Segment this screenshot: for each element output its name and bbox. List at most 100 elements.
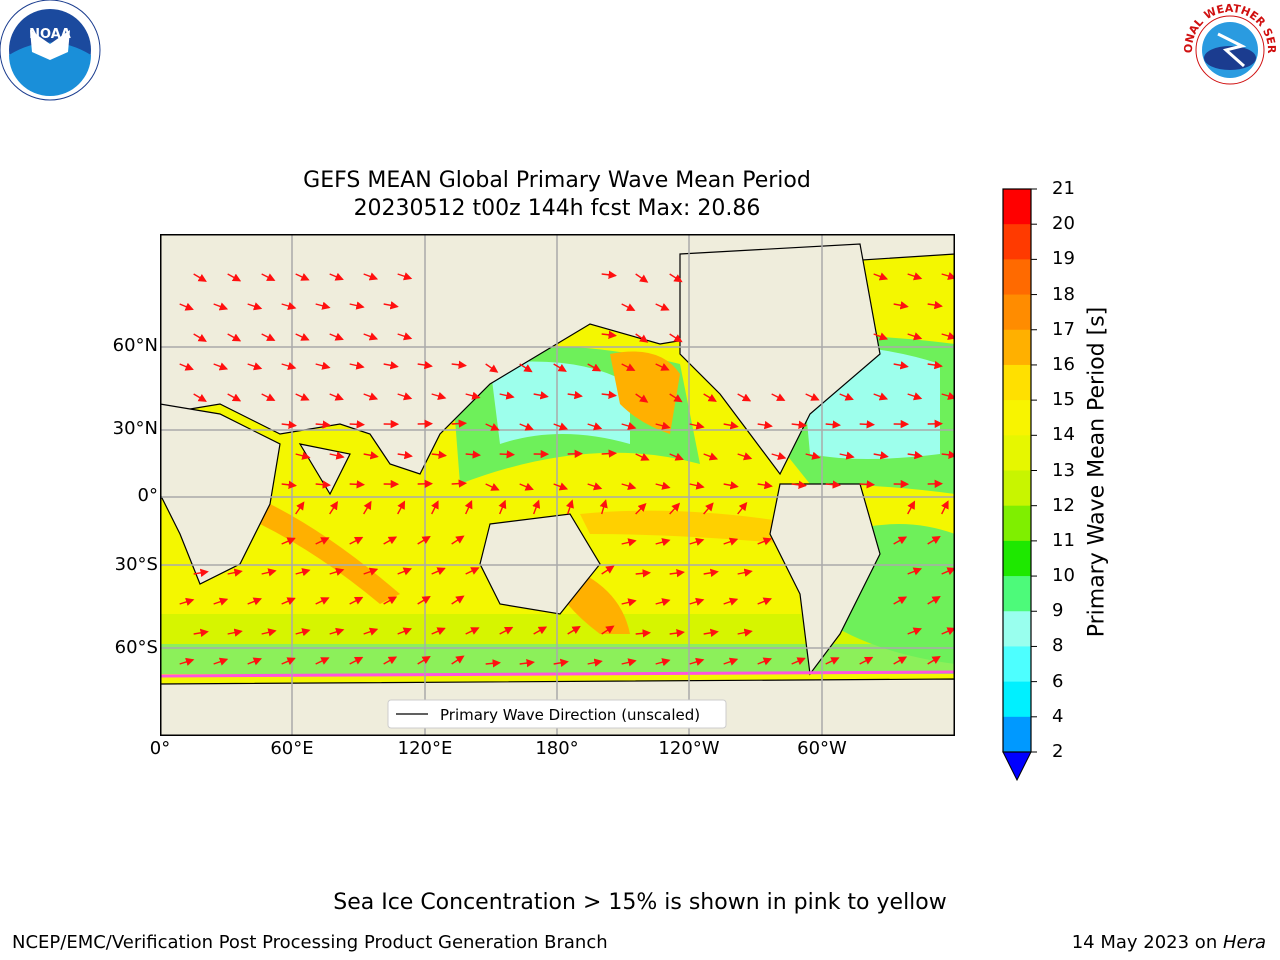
wave-arrow xyxy=(499,391,515,400)
wave-arrow xyxy=(927,300,943,310)
wave-arrow xyxy=(431,500,439,515)
wave-arrow xyxy=(431,450,447,459)
wave-arrow xyxy=(839,451,855,460)
colorbar-segment xyxy=(1003,435,1031,471)
wave-arrow xyxy=(791,657,806,666)
wave-arrow xyxy=(315,537,330,545)
wave-arrow xyxy=(723,657,739,666)
wave-arrow xyxy=(567,625,581,635)
wave-arrow xyxy=(349,536,364,545)
wave-arrow xyxy=(193,393,207,402)
wave-arrow xyxy=(873,272,889,281)
wave-arrow xyxy=(599,499,608,515)
wave-arrow xyxy=(315,361,331,370)
wave-arrow xyxy=(635,503,647,515)
colorbar-tick-label: 11 xyxy=(1052,529,1075,551)
wave-arrow xyxy=(315,301,331,310)
wave-arrow xyxy=(567,390,583,400)
colorbar-tick-label: 19 xyxy=(1052,248,1075,270)
wave-arrow xyxy=(689,597,705,606)
wave-arrow xyxy=(499,626,514,635)
wave-arrow xyxy=(532,499,541,515)
wave-arrow xyxy=(213,657,229,666)
colorbar-segment xyxy=(1003,646,1031,683)
wave-arrow xyxy=(805,451,821,460)
noaa-logo-text: NOAA xyxy=(29,27,71,42)
colorbar-segment xyxy=(1003,189,1031,225)
wave-arrow xyxy=(485,423,500,431)
wave-arrow xyxy=(397,450,413,460)
wave-arrow xyxy=(859,420,876,429)
colorbar-segment xyxy=(1003,259,1031,296)
wave-arrow xyxy=(907,272,923,281)
colorbar-tick-label: 16 xyxy=(1052,353,1075,375)
wave-arrow xyxy=(907,627,923,636)
wave-arrow xyxy=(635,393,649,403)
wave-arrow xyxy=(329,272,344,281)
wave-arrow xyxy=(723,481,739,490)
wave-arrow xyxy=(927,535,941,545)
wave-arrow xyxy=(465,450,482,459)
wave-arrow xyxy=(295,333,310,341)
wave-arrow xyxy=(519,422,534,431)
wave-arrow xyxy=(655,538,671,547)
wave-arrow xyxy=(907,392,923,401)
colorbar-segment xyxy=(1003,611,1031,647)
wave-arrow xyxy=(281,361,297,371)
wave-arrow xyxy=(893,656,908,665)
colorbar-segments xyxy=(1003,189,1031,753)
wave-arrow xyxy=(295,393,310,401)
colorbar-tick-label: 18 xyxy=(1052,283,1075,305)
wave-arrow xyxy=(397,627,413,636)
footer-branch: NCEP/EMC/Verification Post Processing Pr… xyxy=(12,932,608,953)
wave-arrow xyxy=(635,629,651,638)
wave-arrow xyxy=(723,537,739,546)
lon-label-180: 180° xyxy=(535,738,579,759)
wave-arrow xyxy=(655,598,671,607)
wave-arrow xyxy=(825,480,842,489)
wave-arrow xyxy=(485,483,500,491)
wave-arrow xyxy=(655,303,670,311)
lon-label-120w: 120°W xyxy=(658,738,720,759)
legend-label: Primary Wave Direction (unscaled) xyxy=(440,706,700,724)
wave-arrow xyxy=(464,500,473,515)
wave-arrow xyxy=(839,392,854,401)
lat-label-60n: 60°N xyxy=(112,335,158,356)
wave-arrow xyxy=(261,333,276,341)
wave-arrow xyxy=(349,420,366,429)
wave-arrow xyxy=(907,332,923,341)
wave-arrow xyxy=(329,627,345,636)
wave-arrow xyxy=(383,536,398,545)
colorbar-tick-label: 12 xyxy=(1052,494,1075,516)
wave-arrow xyxy=(179,362,194,371)
wave-arrow xyxy=(451,535,465,545)
wave-arrow xyxy=(363,567,379,576)
wave-arrow xyxy=(261,393,276,401)
land-south-america xyxy=(769,483,881,676)
wave-arrow xyxy=(941,627,955,636)
wave-arrow xyxy=(621,421,637,431)
wave-arrow xyxy=(465,391,481,400)
colorbar-segment xyxy=(1003,470,1031,507)
colorbar-under-triangle xyxy=(1002,751,1032,782)
wave-arrow xyxy=(193,333,207,342)
lat-label-30s: 30°S xyxy=(114,554,158,575)
wave-arrow xyxy=(363,627,379,636)
colorbar-tick-label: 10 xyxy=(1052,565,1075,587)
wave-arrow xyxy=(621,481,637,491)
wave-arrow xyxy=(771,393,786,401)
wave-arrow xyxy=(737,501,748,515)
wave-arrow xyxy=(859,480,876,489)
colorbar xyxy=(1002,188,1037,782)
wave-arrow xyxy=(703,628,719,638)
wave-arrow xyxy=(315,597,330,605)
wave-arrow xyxy=(669,628,685,638)
wave-arrow xyxy=(859,656,874,665)
wave-arrow xyxy=(621,303,636,311)
wave-arrow xyxy=(565,499,574,515)
wave-arrow xyxy=(417,655,431,665)
colorbar-tick-label: 15 xyxy=(1052,389,1075,411)
footer-host: Hera xyxy=(1222,932,1266,953)
wave-arrow xyxy=(907,567,923,576)
wave-arrow xyxy=(179,657,195,666)
